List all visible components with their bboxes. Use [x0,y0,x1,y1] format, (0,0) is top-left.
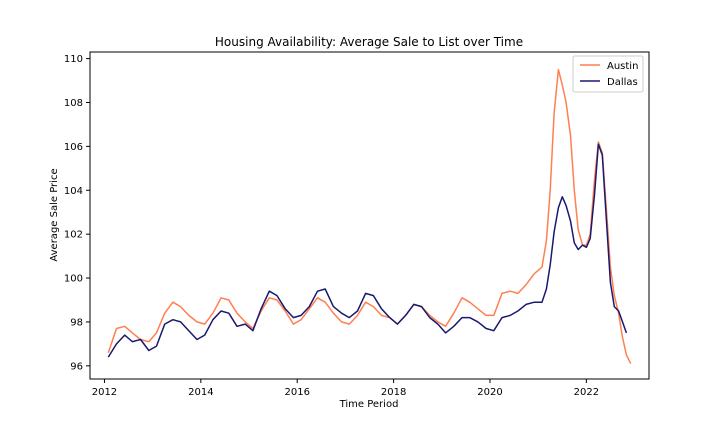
x-axis: 2012 2014 2016 2018 2020 2022 [92,379,599,398]
x-tick-label: 2014 [188,387,213,398]
x-tick-label: 2012 [92,387,117,398]
y-tick-label: 98 [70,317,83,328]
legend-austin-label: Austin [607,61,638,72]
y-tick-label: 102 [64,230,83,241]
legend: Austin Dallas [572,55,644,93]
y-tick-label: 104 [64,186,83,197]
y-tick-label: 110 [64,54,83,65]
x-tick-label: 2022 [574,387,599,398]
chart-title: Housing Availability: Average Sale to Li… [215,35,523,49]
y-axis-label: Average Sale Price [49,168,60,261]
x-tick-label: 2018 [381,387,406,398]
y-tick-label: 100 [64,274,83,285]
y-axis: 96 98 100 102 104 106 108 110 [64,54,90,372]
y-tick-label: 96 [70,361,83,372]
legend-dallas-label: Dallas [607,77,638,88]
series-line-dallas [107,143,628,358]
y-tick-label: 106 [64,142,83,153]
series-layer [107,68,632,364]
y-tick-label: 108 [64,98,83,109]
x-tick-label: 2016 [284,387,309,398]
x-tick-label: 2020 [477,387,502,398]
x-axis-label: Time Period [339,399,399,410]
